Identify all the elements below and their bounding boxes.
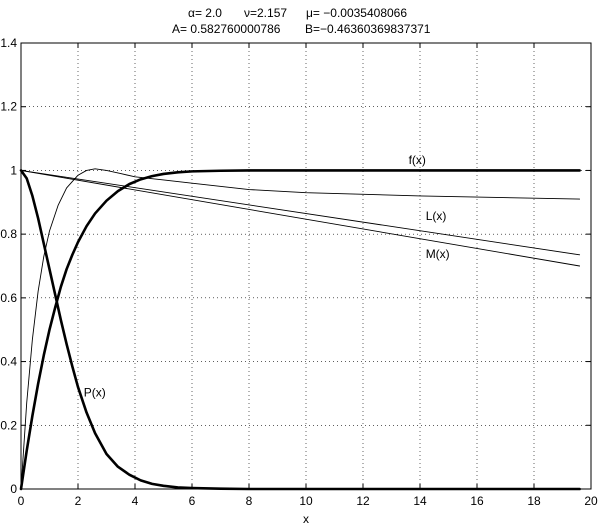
x-tick-label-6: 12 <box>356 494 370 508</box>
curve-label-mx: M(x) <box>426 247 450 261</box>
y-tick-label-0: 0 <box>10 482 17 496</box>
y-tick-label-1: 0.2 <box>0 418 17 432</box>
curve-label-px: P(x) <box>84 386 106 400</box>
curve-label-lx: L(x) <box>426 209 447 223</box>
title-part-0-2: μ= −0.0035408066 <box>306 6 407 20</box>
x-tick-label-1: 2 <box>75 494 82 508</box>
x-tick-label-9: 18 <box>527 494 541 508</box>
curve-labels: f(x) P(x) L(x) M(x) <box>84 153 450 400</box>
x-tick-label-2: 4 <box>132 494 139 508</box>
series-lines <box>19 168 581 491</box>
plot-frame <box>20 42 592 490</box>
x-tick-label-0: 0 <box>18 494 25 508</box>
series-line-unlabeled-4 <box>20 168 581 490</box>
y-tick-label-7: 1.4 <box>0 36 17 50</box>
y-tick-label-3: 0.6 <box>0 291 17 305</box>
y-tick-label-6: 1.2 <box>0 100 17 114</box>
x-tick-label-7: 14 <box>413 494 427 508</box>
title-part-1-0: A= 0.582760000786 <box>172 22 281 36</box>
y-tick-label-4: 0.8 <box>0 227 17 241</box>
series-line-lx <box>20 169 581 256</box>
series-line-fx <box>19 169 581 491</box>
series-line-mx <box>20 169 581 267</box>
x-tick-label-10: 20 <box>584 494 598 508</box>
x-tick-label-8: 16 <box>470 494 484 508</box>
y-tick-labels: 0 0.2 0.4 0.6 0.8 1 1.2 1.4 <box>0 36 17 496</box>
title-part-0-1: ν=2.157 <box>244 6 287 20</box>
curve-label-fx: f(x) <box>409 153 426 167</box>
y-tick-label-2: 0.4 <box>0 355 17 369</box>
x-tick-label-3: 6 <box>189 494 196 508</box>
grid <box>21 43 591 489</box>
x-axis-label: x <box>303 512 309 526</box>
chart-title: α= 2.0 ν=2.157 μ= −0.0035408066 A= 0.582760… <box>172 6 431 36</box>
x-tick-labels: 0 2 4 6 8 10 12 14 16 18 20 <box>18 494 598 508</box>
axis-ticks <box>20 42 592 490</box>
y-tick-label-5: 1 <box>10 163 17 177</box>
title-part-0-0: α= 2.0 <box>188 6 222 20</box>
x-tick-label-4: 8 <box>246 494 253 508</box>
title-part-1-1: B=−0.46360369837371 <box>305 22 431 36</box>
x-tick-label-5: 10 <box>299 494 313 508</box>
